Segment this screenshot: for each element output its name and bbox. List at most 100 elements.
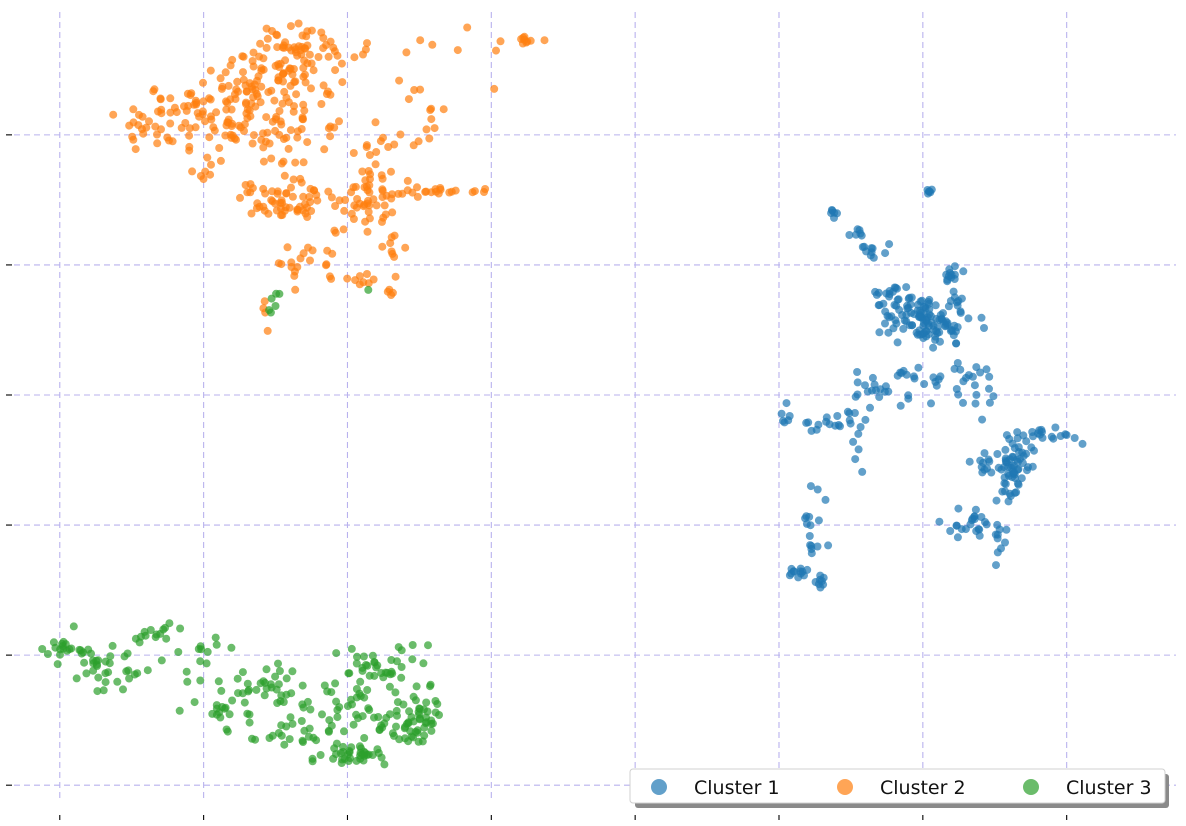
scatter-point [303, 213, 312, 221]
scatter-point [363, 227, 372, 236]
scatter-point [1070, 434, 1079, 442]
scatter-point [422, 718, 431, 727]
scatter-point [69, 622, 78, 631]
scatter-point [273, 43, 282, 52]
scatter-point [299, 738, 307, 746]
scatter-point [257, 82, 266, 91]
scatter-point [490, 84, 499, 93]
scatter-point [388, 249, 397, 258]
scatter-point [217, 686, 226, 695]
scatter-point [875, 393, 884, 401]
legend: Cluster 1 Cluster 2 Cluster 3 [629, 768, 1169, 808]
scatter-point [953, 533, 962, 542]
scatter-point [779, 416, 787, 425]
scatter-point [259, 157, 268, 166]
scatter-point [72, 674, 81, 683]
scatter-point [1028, 428, 1037, 436]
scatter-point [287, 183, 295, 192]
legend-label-cluster-2: Cluster 2 [880, 777, 966, 799]
scatter-point [777, 409, 786, 418]
scatter-point [271, 672, 280, 681]
scatter-point [399, 700, 408, 709]
scatter-point [297, 50, 306, 59]
scatter-point [129, 105, 138, 114]
scatter-point [106, 652, 115, 661]
scatter-point [822, 417, 831, 426]
scatter-point [1061, 430, 1070, 439]
scatter-point [343, 702, 352, 711]
scatter-point [224, 81, 233, 90]
scatter-point [185, 146, 194, 155]
scatter-point [108, 641, 117, 650]
scatter-point [965, 457, 974, 466]
scatter-point [299, 100, 308, 109]
scatter-point [1004, 469, 1013, 478]
scatter-point [492, 46, 500, 55]
scatter-point [908, 321, 917, 330]
scatter-point [232, 135, 240, 144]
scatter-point [802, 418, 811, 427]
scatter-point [274, 76, 283, 85]
scatter-point [1005, 435, 1014, 443]
scatter-point [953, 298, 961, 307]
scatter-point [327, 721, 336, 730]
scatter-point [976, 368, 985, 377]
scatter-point [282, 189, 291, 198]
scatter-point [520, 35, 529, 44]
scatter-point [299, 63, 308, 72]
scatter-point [387, 233, 396, 242]
scatter-point [261, 137, 270, 146]
scatter-point [317, 100, 326, 108]
scatter-point [1018, 459, 1027, 468]
scatter-point [422, 698, 431, 707]
scatter-point [339, 225, 348, 234]
scatter-point [267, 154, 276, 163]
scatter-point [299, 703, 308, 712]
scatter-point [332, 649, 341, 658]
scatter-point [356, 677, 365, 686]
scatter-point [805, 512, 814, 521]
scatter-point [383, 287, 392, 296]
scatter-point [303, 697, 312, 706]
scatter-point [451, 186, 460, 195]
scatter-point [153, 139, 162, 148]
scatter-point [221, 131, 230, 140]
scatter-point [362, 661, 370, 669]
scatter-point [896, 401, 905, 410]
scatter-point [162, 634, 171, 643]
scatter-point [278, 99, 287, 108]
scatter-point [226, 61, 235, 70]
scatter-point [242, 109, 251, 118]
scatter-point [324, 124, 333, 133]
scatter-point [317, 28, 326, 37]
scatter-point [239, 52, 248, 61]
scatter-point [957, 525, 966, 534]
scatter-point [319, 44, 328, 53]
scatter-point [347, 188, 356, 197]
scatter-point [401, 722, 409, 731]
scatter-point [992, 561, 1000, 570]
scatter-point [314, 53, 323, 61]
scatter-point [277, 159, 286, 168]
scatter-point [199, 78, 207, 87]
scatter-point [175, 706, 184, 715]
scatter-point [185, 131, 194, 140]
scatter-point [959, 377, 968, 386]
scatter-point [183, 89, 192, 98]
scatter-point [351, 182, 360, 191]
scatter-point [344, 669, 353, 678]
scatter-point [271, 115, 280, 124]
scatter-point [927, 399, 935, 408]
scatter-point [396, 130, 405, 139]
scatter-point [1078, 439, 1087, 448]
scatter-point [915, 326, 924, 335]
scatter-point [252, 685, 261, 694]
scatter-point [259, 677, 268, 686]
scatter-point [214, 677, 223, 686]
scatter-point [207, 160, 215, 169]
scatter-point [263, 326, 272, 335]
scatter-point [151, 633, 160, 642]
scatter-point [196, 642, 205, 651]
scatter-point [881, 319, 889, 328]
scatter-point [358, 712, 367, 721]
